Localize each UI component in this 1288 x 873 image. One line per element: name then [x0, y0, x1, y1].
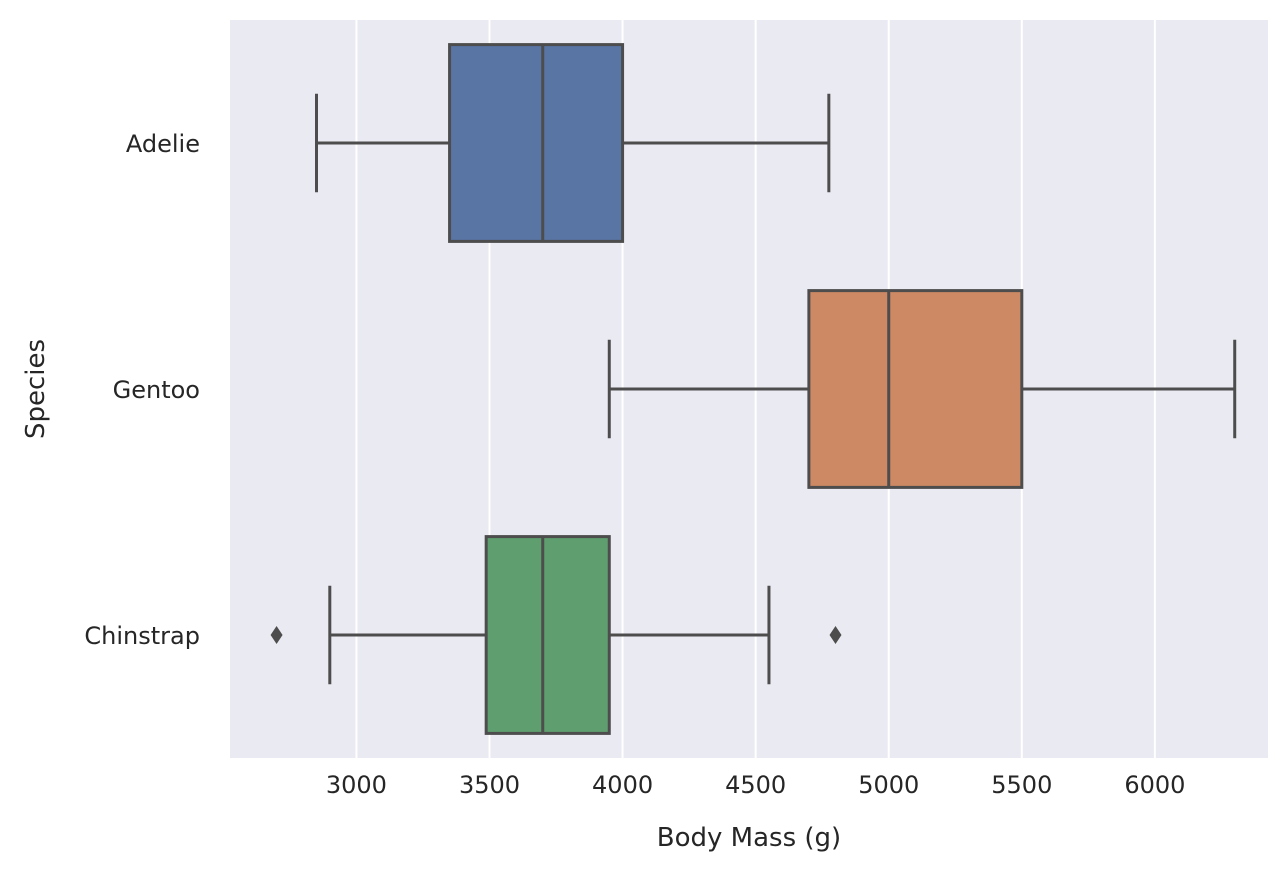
- x-tick-label-3500: 3500: [459, 771, 520, 799]
- box-gentoo: [607, 289, 1237, 489]
- x-axis-label: Body Mass (g): [657, 823, 841, 853]
- iqr-box-gentoo: [807, 289, 1024, 489]
- x-tick-label-5000: 5000: [858, 771, 919, 799]
- y-tick-label-chinstrap: Chinstrap: [84, 622, 200, 650]
- box-series: [270, 43, 1237, 735]
- x-tick-label-6000: 6000: [1124, 771, 1185, 799]
- iqr-box-chinstrap: [484, 535, 611, 735]
- x-tick-labels: 3000 3500 4000 4500 5000 5500 6000: [326, 771, 1186, 799]
- y-tick-labels: Adelie Gentoo Chinstrap: [84, 130, 200, 650]
- outlier-chinstrap-0: [270, 626, 283, 644]
- x-tick-label-3000: 3000: [326, 771, 387, 799]
- x-tick-label-4000: 4000: [592, 771, 653, 799]
- y-tick-label-adelie: Adelie: [126, 130, 200, 158]
- y-tick-label-gentoo: Gentoo: [113, 376, 200, 404]
- iqr-box-adelie: [448, 43, 625, 243]
- x-tick-label-5500: 5500: [991, 771, 1052, 799]
- y-axis-label: Species: [21, 339, 51, 439]
- x-tick-label-4500: 4500: [725, 771, 786, 799]
- box-chinstrap: [270, 535, 842, 735]
- outlier-chinstrap-1: [829, 626, 842, 644]
- box-adelie: [315, 43, 831, 243]
